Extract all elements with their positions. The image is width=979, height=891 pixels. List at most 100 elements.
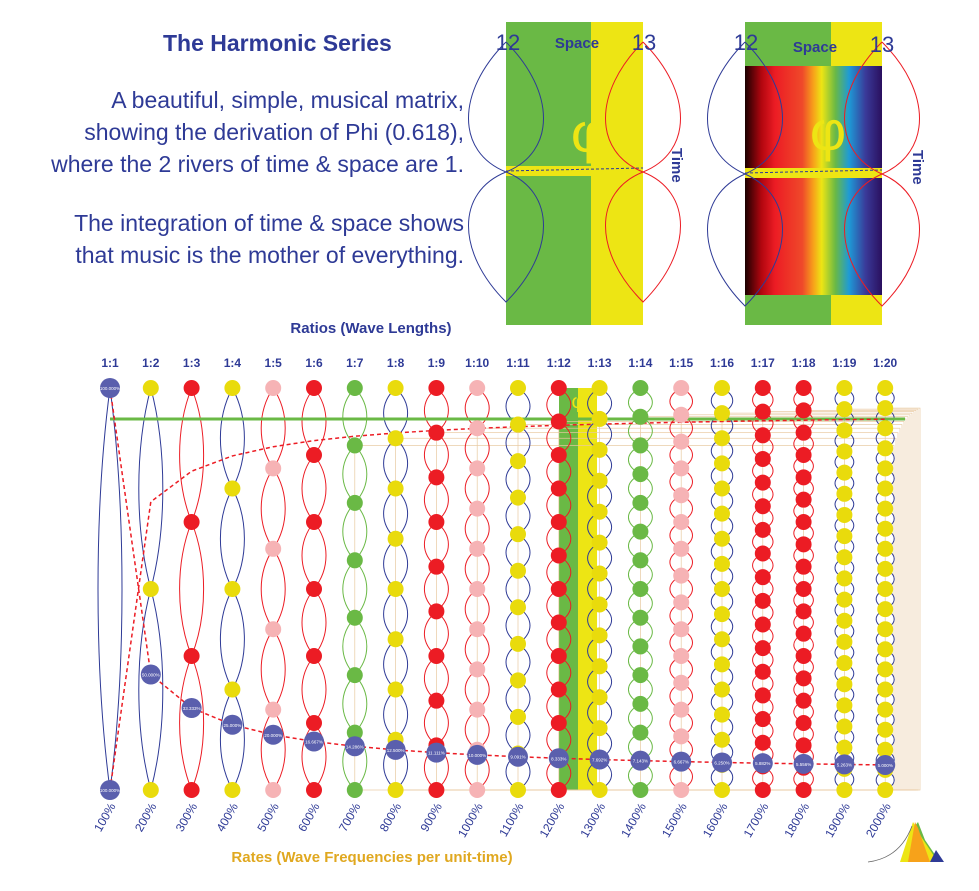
node-dot	[632, 667, 649, 684]
rate-label: 2000%	[863, 800, 894, 840]
spectrum-band	[745, 66, 882, 295]
rate-label: 500%	[254, 800, 282, 834]
panel-right-divider	[745, 168, 882, 178]
node-dot	[877, 500, 894, 517]
left-wave-bottom	[468, 171, 544, 303]
node-dot	[306, 648, 322, 664]
node-dot	[714, 455, 730, 472]
node-dot	[673, 567, 690, 584]
node-dot	[632, 581, 649, 597]
wave-columns	[97, 387, 895, 791]
wavelength-value: 25.000%	[224, 723, 242, 728]
node-dot	[387, 430, 404, 447]
node-dot	[795, 581, 812, 597]
wavelength-value: 7.143%	[633, 759, 648, 764]
node-dot	[591, 565, 608, 582]
rate-label: 400%	[214, 800, 242, 834]
node-dot	[183, 782, 200, 798]
right-panel-wave-bottom-blue	[707, 173, 783, 307]
node-dot	[795, 715, 812, 731]
node-dot	[550, 547, 567, 564]
node-dot	[469, 380, 486, 396]
node-dot	[591, 472, 608, 489]
node-dot	[510, 526, 526, 543]
wavelength-value: 100.000%	[100, 788, 120, 793]
node-dot	[510, 416, 526, 433]
wavelength-node	[304, 731, 324, 752]
node-dot	[836, 422, 853, 439]
node-dot	[632, 782, 649, 798]
node-dot	[469, 621, 486, 638]
ratio-label: 1:1	[101, 356, 119, 370]
node-dot	[346, 437, 363, 454]
node-dot	[754, 663, 771, 680]
ratio-label: 1:4	[224, 356, 242, 370]
node-dot	[469, 661, 486, 678]
rate-label: 1900%	[822, 800, 853, 840]
node-dot	[877, 661, 894, 678]
node-dot	[510, 562, 526, 579]
node-dot	[877, 601, 894, 618]
node-dot	[714, 480, 730, 497]
node-dot	[836, 380, 853, 396]
node-dot	[795, 447, 812, 463]
node-dot	[632, 437, 649, 454]
node-dot	[877, 480, 894, 497]
node-dot	[469, 540, 486, 557]
ratio-label: 1:15	[669, 356, 693, 370]
wavelength-node	[712, 752, 732, 773]
rate-labels: 100% 200% 300% 400% 500% 600% 700% 800% 900% 1000…	[91, 800, 894, 840]
node-dot	[795, 380, 812, 396]
wavelength-value: 16.667%	[305, 740, 323, 745]
node-dot	[754, 711, 771, 728]
node-dot	[673, 433, 690, 450]
node-dot	[795, 402, 812, 419]
node-dot	[510, 380, 526, 396]
space-time-panel-left: 12 13 Space Time φ	[468, 22, 685, 325]
node-dot	[877, 621, 894, 638]
node-dot	[306, 380, 322, 396]
ratio-label: 1:20	[873, 356, 897, 370]
node-dot	[632, 494, 649, 511]
wavelength-node	[181, 698, 202, 718]
wavelength-node	[100, 378, 120, 398]
node-dot	[795, 536, 812, 553]
phi-symbol: φ	[571, 101, 607, 164]
node-dot	[510, 672, 526, 689]
wave-1:17	[752, 387, 774, 791]
wavelength-node	[344, 736, 365, 757]
node-dot	[632, 552, 649, 569]
node-dot	[632, 695, 649, 712]
node-dot	[877, 641, 894, 658]
node-dot	[714, 581, 730, 597]
node-dot	[265, 621, 282, 638]
node-dot	[591, 720, 608, 737]
node-dot	[673, 514, 690, 530]
wave-1:13	[587, 387, 613, 791]
node-dot	[550, 614, 567, 631]
node-dot	[795, 648, 812, 664]
rate-label: 1500%	[659, 800, 690, 840]
node-dot	[795, 514, 812, 530]
node-dot	[714, 782, 730, 798]
node-dot	[754, 734, 771, 751]
node-dot	[632, 638, 649, 655]
node-dot	[591, 689, 608, 706]
node-dot	[306, 581, 322, 597]
node-dot	[795, 491, 812, 508]
node-dot	[877, 440, 894, 457]
conclusion-paragraph: The integration of time & space shows th…	[74, 207, 464, 271]
node-dot	[632, 380, 649, 396]
wavelength-value: 12.500%	[387, 748, 405, 753]
wavelength-node	[589, 749, 610, 770]
wavelength-node	[793, 753, 814, 774]
node-dot	[877, 520, 894, 537]
node-dot	[428, 469, 445, 486]
wave-1:5	[260, 387, 286, 791]
node-dot	[591, 627, 608, 644]
node-dots: 100.000% 50.000% 33.333% 25.000% 20.000% 16.6…	[100, 378, 896, 800]
spectrum-top-yellow	[831, 22, 882, 66]
node-dot	[836, 443, 853, 460]
rate-label: 100%	[91, 800, 119, 834]
rate-label: 1800%	[781, 800, 812, 840]
